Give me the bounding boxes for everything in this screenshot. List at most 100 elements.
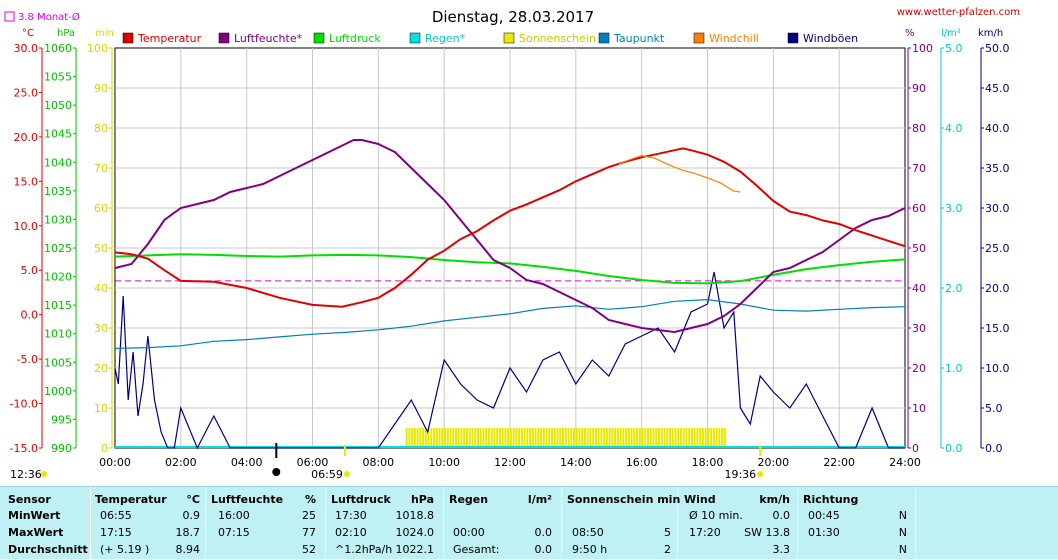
sunrise-icon (343, 471, 350, 477)
sunshine-bar (435, 428, 438, 448)
x-tick-label: 24:00 (889, 456, 921, 469)
sunshine-bar (551, 428, 554, 448)
monthly-avg-icon (4, 11, 15, 22)
axis-tick-label: 10.0 (14, 220, 39, 233)
axis-tick-label: 10 (912, 402, 926, 415)
sunshine-bar (507, 428, 510, 448)
series-line-windchill (618, 154, 741, 193)
moon-icon (41, 471, 47, 477)
axis-tick-label: 50 (912, 242, 926, 255)
sunshine-bar (658, 428, 661, 448)
axis-tick-label: -5.0 (17, 353, 38, 366)
table-cell: 52 (302, 543, 316, 556)
sunshine-bar (679, 428, 682, 448)
sunshine-bar (559, 428, 562, 448)
axis-tick-label: 0 (912, 442, 919, 455)
sunshine-bar (655, 428, 658, 448)
sunshine-bar (523, 428, 526, 448)
table-cell: 18.7 (175, 526, 201, 539)
sunshine-bar (671, 428, 674, 448)
sunshine-bar (644, 428, 647, 448)
axis-tick-label: 80 (912, 122, 926, 135)
table-cell: 1022.1 (395, 543, 435, 556)
sunshine-bar (430, 428, 433, 448)
table-cell: 1024.0 (395, 526, 435, 539)
series-line-luftdruck (114, 253, 906, 285)
table-cell: 3.3 (772, 543, 791, 556)
sunshine-bar (633, 428, 636, 448)
table-cell: 01:30 (808, 526, 840, 539)
sunshine-bar (463, 428, 466, 448)
axis-tick-label: 60 (912, 202, 926, 215)
legend-swatch (503, 32, 515, 44)
table-cell: 0.0 (534, 526, 553, 539)
table-divider (90, 487, 91, 560)
sunshine-bar (685, 428, 688, 448)
sunshine-bar (444, 428, 447, 448)
sunshine-bar (452, 428, 455, 448)
sunshine-bar (422, 428, 425, 448)
table-header: Temperatur (95, 493, 167, 506)
table-cell: Gesamt: (453, 543, 500, 556)
axis-tick-label: 0.0 (985, 442, 1003, 455)
chart-grid (114, 47, 906, 449)
table-divider (561, 487, 562, 560)
axis-tick-label: 1035 (44, 185, 72, 198)
moon-phase-icon (272, 468, 281, 476)
sunshine-bar (424, 428, 427, 448)
axis-tick-label: 20 (94, 362, 108, 375)
axis-tick-label: 45.0 (985, 82, 1010, 95)
axis-tick-label: 995 (51, 413, 72, 426)
sunshine-bar (682, 428, 685, 448)
axis-tick-label: 2.0 (945, 282, 963, 295)
axis-tick-label: 1055 (44, 71, 72, 84)
table-divider (797, 487, 798, 560)
axis-tick-label: 20.0 (14, 131, 39, 144)
site-link[interactable]: www.wetter-pfalzen.com (897, 7, 1020, 18)
table-header: Sensor (8, 493, 51, 506)
axis-tick-label: 1015 (44, 299, 72, 312)
sunshine-bar (707, 428, 710, 448)
moonrise-time: 12:36 (10, 468, 42, 481)
sunshine-bar (474, 428, 477, 448)
axis-tick-label: 5.0 (945, 42, 963, 55)
axis-tick-label: 3.0 (945, 202, 963, 215)
sunshine-bar (608, 428, 611, 448)
axis-tick-label: 25.0 (14, 86, 39, 99)
sunshine-bar (413, 428, 416, 448)
x-tick-label: 02:00 (165, 456, 197, 469)
x-tick-label: 06:00 (297, 456, 329, 469)
axis-unit-label: °C (22, 28, 34, 39)
sunshine-bar (518, 428, 521, 448)
axis-tick-label: 15.0 (14, 175, 39, 188)
table-header: l/m² (527, 493, 552, 506)
table-divider (325, 487, 326, 560)
axis-tick-label: 50.0 (985, 42, 1010, 55)
sunshine-bar (718, 428, 721, 448)
table-header: Luftfeuchte (211, 493, 284, 506)
axis-tick-label: 1.0 (945, 362, 963, 375)
sunshine-bar (526, 428, 529, 448)
axis-tick-label: 1050 (44, 99, 72, 112)
axis-tick-label: 990 (51, 442, 72, 455)
sunshine-bar (704, 428, 707, 448)
sunshine-bar (597, 428, 600, 448)
sunshine-bar (562, 428, 565, 448)
sunshine-bar (660, 428, 663, 448)
axis-tick-label: 0.0 (21, 309, 39, 322)
axis-tick-label: 1005 (44, 356, 72, 369)
sunshine-bar (529, 428, 532, 448)
legend-label: Sonnenschein (519, 32, 596, 45)
sunshine-bar (520, 428, 523, 448)
sunshine-bar (534, 428, 537, 448)
sunshine-bar (581, 428, 584, 448)
sunshine-bar (545, 428, 548, 448)
table-cell: 2 (664, 543, 671, 556)
table-cell: 17:20 (689, 526, 721, 539)
sunshine-bar (589, 428, 592, 448)
axis-tick-label: 10 (94, 402, 108, 415)
sunshine-bar (548, 428, 551, 448)
sunshine-bar (627, 428, 630, 448)
sunshine-bar (493, 428, 496, 448)
x-tick-label: 12:00 (494, 456, 526, 469)
